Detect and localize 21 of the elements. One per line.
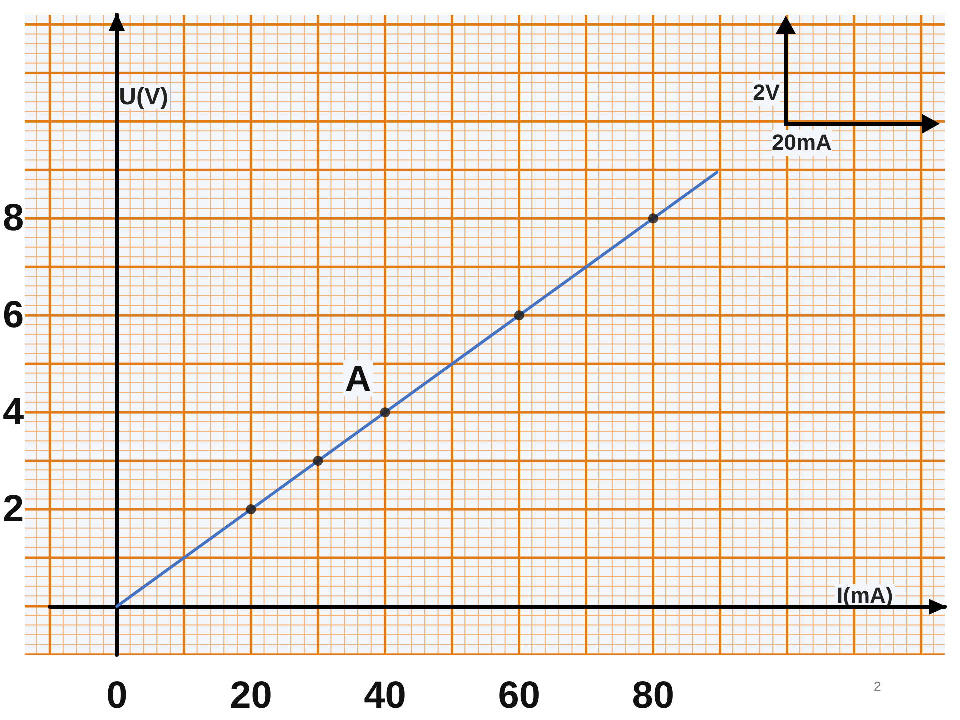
x-tick-label: 0 xyxy=(106,675,128,717)
annotation: A xyxy=(345,358,372,400)
scale-arrows: 2V 20mA xyxy=(720,14,942,160)
x-tick-label: 60 xyxy=(498,675,540,717)
point xyxy=(246,504,256,515)
point xyxy=(514,310,524,321)
y-tick-label: 8 xyxy=(2,198,24,240)
annotation: 2V xyxy=(753,80,780,106)
y-tick-label: 4 xyxy=(2,392,24,434)
point xyxy=(380,408,390,418)
x-tick-label: 20 xyxy=(230,675,272,717)
annotation: 20mA xyxy=(772,130,832,156)
y-tick-label: 6 xyxy=(2,294,24,337)
x-tick-label: 40 xyxy=(364,675,406,717)
text: 2 xyxy=(874,679,882,694)
point xyxy=(648,214,658,224)
x-tick-label: 80 xyxy=(632,675,675,717)
x-axis-title: I(mA) xyxy=(837,583,894,608)
y-tick-label: 2 xyxy=(2,488,24,531)
y-axis-title: U(V) xyxy=(119,84,168,110)
point xyxy=(313,456,324,466)
